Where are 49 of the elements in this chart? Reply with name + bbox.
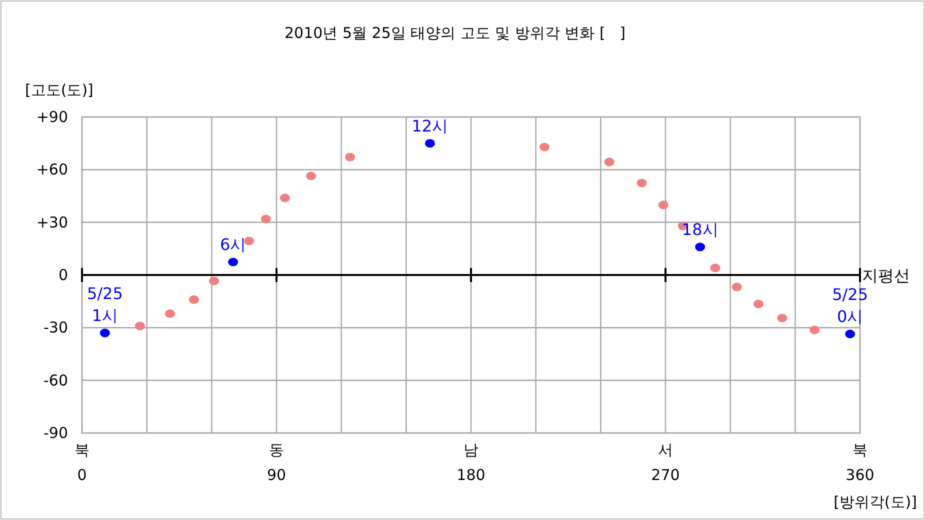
text: 북 <box>74 441 90 459</box>
point <box>604 158 614 166</box>
point <box>134 322 145 330</box>
y-axis-title: [고도(도)] <box>25 81 94 99</box>
point <box>188 295 199 304</box>
text: 동 <box>269 441 284 459</box>
point <box>636 178 647 188</box>
point <box>695 242 706 252</box>
point <box>344 152 355 162</box>
y-tick-label: -30 <box>44 318 68 337</box>
x-tick-label: 180 <box>456 466 486 484</box>
x-axis-title: [방위각(도)] <box>834 493 917 511</box>
point <box>244 236 254 246</box>
point <box>845 330 856 338</box>
x-tick-label: 270 <box>651 466 680 484</box>
x-tick-label: 0 <box>77 466 87 484</box>
point <box>777 314 788 322</box>
point <box>424 139 435 148</box>
annotation: 5/25 1시 <box>86 284 123 325</box>
ref-line-label: 지평선 <box>862 266 910 285</box>
point <box>732 282 742 292</box>
text: 남 <box>464 441 478 459</box>
point <box>810 326 820 334</box>
annotation: 12시 <box>412 116 448 136</box>
point <box>260 214 271 224</box>
annotation: 5/25 0시 <box>832 284 868 326</box>
text: 서 <box>658 441 673 459</box>
point <box>209 276 220 286</box>
annotation: 18시 <box>682 220 718 239</box>
point <box>753 300 764 308</box>
point <box>306 172 316 180</box>
y-tick-label: +90 <box>36 108 68 126</box>
y-tick-label: +60 <box>36 160 68 179</box>
point <box>228 258 238 266</box>
chart-title: 2010년 5월 25일 태양의 고도 및 방위각 변화 [ ] <box>284 24 626 42</box>
text: 북 <box>852 441 868 459</box>
y-tick-label: -60 <box>44 371 68 390</box>
x-tick-label: 360 <box>846 466 874 484</box>
annotation: 6시 <box>220 235 246 254</box>
y-tick-label: -90 <box>44 424 68 442</box>
y-tick-label: 0 <box>58 266 68 284</box>
point <box>710 264 720 272</box>
point <box>539 142 550 152</box>
point <box>658 200 668 210</box>
point <box>100 328 110 338</box>
point <box>164 309 175 318</box>
point <box>280 194 290 202</box>
x-tick-label: 90 <box>266 466 286 484</box>
y-tick-label: +30 <box>36 213 68 232</box>
